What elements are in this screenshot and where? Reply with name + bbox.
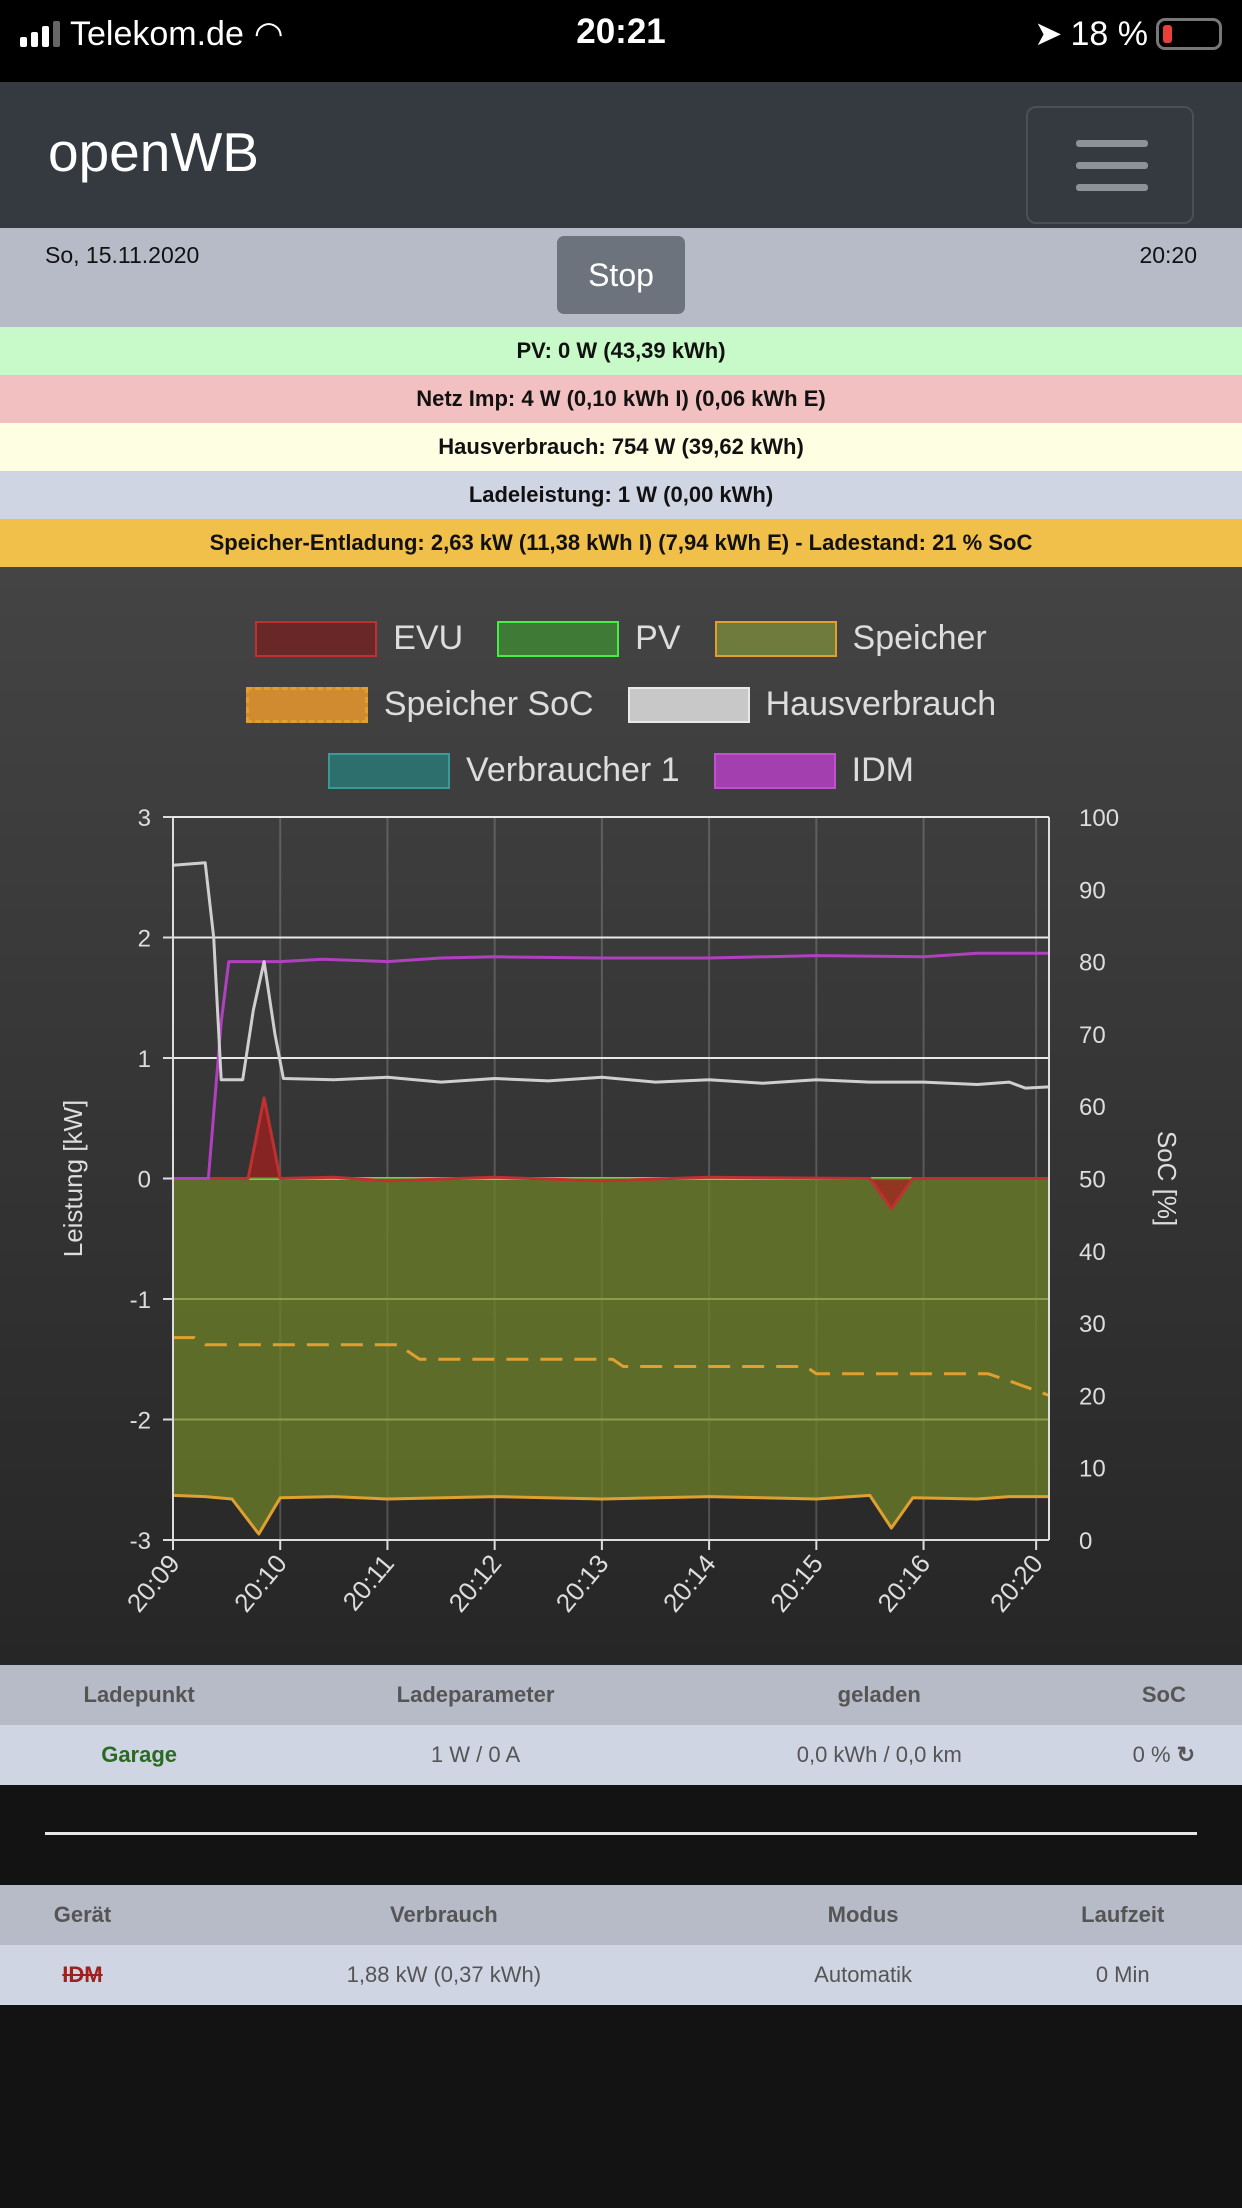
battery-percent: 18 %: [1070, 14, 1149, 53]
y-tick-label: 3: [138, 805, 151, 832]
geraet-name[interactable]: IDM: [0, 1945, 165, 2005]
y2-tick-label: 100: [1079, 805, 1119, 832]
series-fill-speicher: [173, 1178, 1049, 1534]
y2-tick-label: 50: [1079, 1167, 1106, 1194]
wifi-icon: ◠: [253, 15, 284, 53]
date: So, 15.11.2020: [45, 242, 200, 268]
x-tick-label: 20:16: [871, 1549, 936, 1618]
legend-idm[interactable]: IDM: [713, 751, 914, 790]
col-header: Modus: [722, 1885, 1004, 1945]
table-row: Garage 1 W / 0 A 0,0 kWh / 0,0 km 0 % ↻: [0, 1725, 1242, 1785]
carrier: Telekom.de: [70, 14, 244, 53]
legend-speicher[interactable]: Speicher: [714, 619, 987, 658]
legend-verbraucher-1[interactable]: Verbraucher 1: [328, 751, 680, 790]
x-tick-label: 20:09: [121, 1549, 186, 1618]
legend-pv[interactable]: PV: [497, 619, 681, 658]
soc-cell: 0 % ↻: [1085, 1725, 1242, 1785]
col-header: Ladeparameter: [278, 1665, 673, 1725]
series-line-speicher-soc: [173, 1336, 1050, 1397]
x-tick-label: 20:11: [336, 1549, 400, 1617]
soc-value: 0 %: [1132, 1742, 1171, 1767]
ladeleistung-info: Ladeleistung: 1 W (0,00 kWh): [0, 471, 1242, 519]
x-tick-label: 20:15: [764, 1549, 829, 1618]
signal-icon: [20, 21, 60, 47]
series-line-evu: [173, 1096, 1049, 1211]
navbar: openWB: [0, 82, 1242, 228]
series-line-hausverbrauch: [172, 861, 1050, 1090]
chart: EVU PV Speicher Speicher SoC Hausverbrau…: [0, 567, 1242, 1665]
date-bar: So, 15.11.2020 Stop 20:20: [0, 228, 1242, 327]
legend-evu[interactable]: EVU: [255, 619, 463, 658]
y2-tick-label: 80: [1079, 950, 1106, 977]
menu-toggle-button[interactable]: [1026, 106, 1194, 224]
laufzeit: 0 Min: [1003, 1945, 1242, 2005]
series-line-speicher: [172, 1493, 1049, 1536]
ladepunkt-name[interactable]: Garage: [0, 1725, 279, 1785]
divider: [45, 1832, 1197, 1835]
col-header: geladen: [672, 1665, 1086, 1725]
status-bar: Telekom.de ◠ 20:21 ➤ 18 %: [0, 0, 1242, 82]
y-tick-label: -1: [130, 1287, 151, 1314]
y2-tick-label: 20: [1079, 1383, 1106, 1410]
x-tick-label: 20:12: [442, 1549, 507, 1618]
y2-tick-label: 90: [1079, 877, 1106, 904]
time: 20:20: [1139, 242, 1197, 268]
modus: Automatik: [722, 1945, 1004, 2005]
y-tick-label: 1: [138, 1046, 151, 1073]
y2-tick-label: 0: [1079, 1528, 1092, 1555]
y-axis-label: Leistung [kW]: [58, 1100, 88, 1258]
col-header: Ladepunkt: [0, 1665, 279, 1725]
geladen: 0,0 kWh / 0,0 km: [672, 1725, 1086, 1785]
battery-icon: [1156, 18, 1222, 50]
col-header: Gerät: [0, 1885, 165, 1945]
y-tick-label: 2: [138, 926, 151, 953]
hamburger-icon: [1076, 140, 1148, 147]
verbrauch: 1,88 kW (0,37 kWh): [164, 1945, 723, 2005]
x-tick-label: 20:13: [550, 1549, 615, 1618]
geraete-table: Gerät Verbrauch Modus Laufzeit IDM 1,88 kW (…: [0, 1885, 1242, 2005]
y2-tick-label: 30: [1079, 1311, 1106, 1338]
y2-tick-label: 10: [1079, 1456, 1106, 1483]
col-header: SoC: [1085, 1665, 1242, 1725]
hausverbrauch-info: Hausverbrauch: 754 W (39,62 kWh): [0, 423, 1242, 471]
col-header: Laufzeit: [1003, 1885, 1242, 1945]
series-line-idm: [173, 951, 1049, 1180]
col-header: Verbrauch: [164, 1885, 723, 1945]
x-tick-label: 20:14: [657, 1549, 722, 1618]
y2-tick-label: 60: [1079, 1094, 1106, 1121]
refresh-icon[interactable]: ↻: [1176, 1742, 1196, 1767]
clock: 20:21: [576, 12, 666, 51]
y2-tick-label: 70: [1079, 1022, 1106, 1049]
x-tick-label: 20:20: [984, 1549, 1049, 1618]
table-row: IDM 1,88 kW (0,37 kWh) Automatik 0 Min: [0, 1945, 1242, 2005]
speicher-info: Speicher-Entladung: 2,63 kW (11,38 kWh I…: [0, 519, 1242, 568]
legend-hausverbrauch[interactable]: Hausverbrauch: [627, 685, 996, 724]
ladeparameter: 1 W / 0 A: [278, 1725, 673, 1785]
pv-info: PV: 0 W (43,39 kWh): [0, 327, 1242, 375]
ladepunkt-table: Ladepunkt Ladeparameter geladen SoC Garage 1…: [0, 1665, 1242, 1785]
y-tick-label: -2: [130, 1408, 151, 1435]
y2-axis-label: SoC [%]: [1152, 1131, 1182, 1226]
brand[interactable]: openWB: [48, 121, 259, 183]
location-icon: ➤: [1034, 15, 1063, 53]
legend-speicher-soc[interactable]: Speicher SoC: [245, 685, 594, 724]
x-tick-label: 20:10: [228, 1549, 293, 1618]
y-tick-label: -3: [130, 1528, 151, 1555]
y2-tick-label: 40: [1079, 1239, 1106, 1266]
y-tick-label: 0: [138, 1167, 151, 1194]
netz-info: Netz Imp: 4 W (0,10 kWh I) (0,06 kWh E): [0, 375, 1242, 423]
stop-button[interactable]: Stop: [557, 236, 685, 314]
